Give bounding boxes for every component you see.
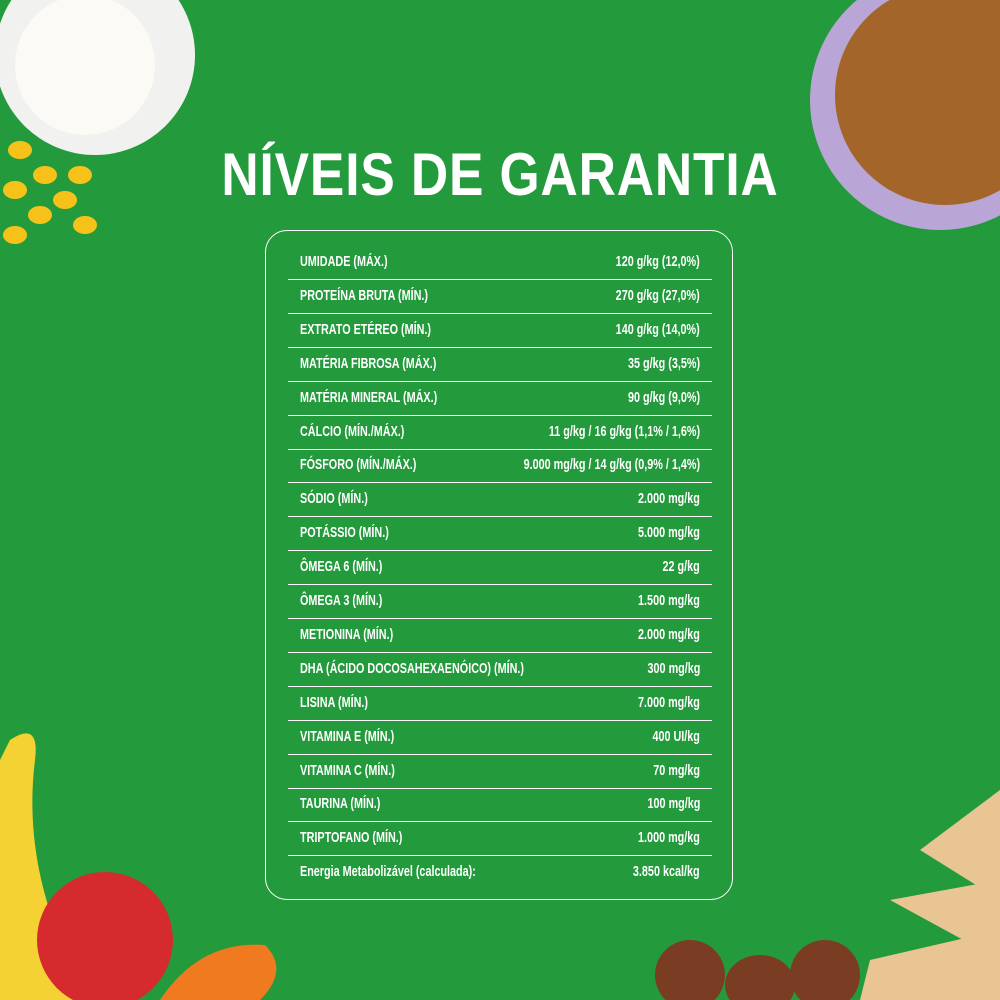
row-label: VITAMINA C (MÍN.) — [300, 761, 395, 779]
title: NÍVEIS DE GARANTIA — [221, 141, 779, 208]
table-row: DHA (ÁCIDO DOCOSAHEXAENÓICO) (MÍN.) 300 m… — [288, 652, 712, 687]
banana — [0, 733, 90, 1000]
row-value: 120 g/kg (12,0%) — [615, 253, 700, 270]
row-label: TRIPTOFANO (MÍN.) — [300, 829, 403, 847]
row-value: 7.000 mg/kg — [638, 693, 700, 711]
row-label: POTÁSSIO (MÍN.) — [300, 524, 389, 542]
row-value: 2.000 mg/kg — [638, 490, 700, 508]
table-row: MATÉRIA FIBROSA (MÁX.) 35 g/kg (3,5%) — [288, 347, 712, 382]
corn — [3, 141, 97, 244]
row-value: 70 mg/kg — [653, 761, 700, 779]
row-value: 100 mg/kg — [647, 795, 700, 813]
row-label: VITAMINA E (MÍN.) — [300, 727, 395, 745]
row-value: 140 g/kg (14,0%) — [615, 320, 700, 338]
row-label: MATÉRIA MINERAL (MÁX.) — [300, 388, 438, 406]
row-value: 1.000 mg/kg — [638, 829, 700, 847]
row-label: TAURINA (MÍN.) — [300, 795, 381, 813]
row-value: 90 g/kg (9,0%) — [627, 388, 700, 406]
table-row: PROTEÍNA BRUTA (MÍN.) 270 g/kg (27,0%) — [288, 279, 712, 314]
row-value: 270 g/kg (27,0%) — [615, 286, 700, 304]
row-label: CÁLCIO (MÍN./MÁX.) — [300, 422, 405, 440]
row-label: METIONINA (MÍN.) — [300, 625, 394, 643]
row-value: 5.000 mg/kg — [638, 524, 700, 542]
row-value: 22 g/kg — [662, 558, 700, 576]
row-label: Energia Metabolizável (calculada): — [300, 863, 476, 881]
table-row: ÔMEGA 3 (MÍN.) 1.500 mg/kg — [288, 584, 712, 619]
table-row: VITAMINA C (MÍN.) 70 mg/kg — [288, 754, 712, 789]
kibble — [835, 0, 1000, 205]
row-value: 400 UI/kg — [652, 727, 700, 745]
table-row: LISINA (MÍN.) 7.000 mg/kg — [288, 686, 712, 721]
table-row: CÁLCIO (MÍN./MÁX.) 11 g/kg / 16 g/kg (1,1… — [288, 415, 712, 450]
table-row: TAURINA (MÍN.) 100 mg/kg — [288, 787, 712, 823]
milk — [15, 0, 155, 135]
table-row: VITAMINA E (MÍN.) 400 UI/kg — [288, 720, 712, 755]
table-row: UMIDADE (MÁX.) 120 g/kg (12,0%) — [288, 245, 712, 280]
row-label: EXTRATO ETÉREO (MÍN.) — [300, 320, 432, 338]
carrot — [160, 944, 277, 1000]
row-value: 2.000 mg/kg — [638, 625, 700, 643]
meat — [655, 940, 860, 1000]
row-value: 3.850 kcal/kg — [633, 863, 700, 881]
row-value: 300 mg/kg — [647, 659, 700, 677]
row-value: 1.500 mg/kg — [638, 592, 700, 609]
row-label: ÔMEGA 6 (MÍN.) — [300, 558, 383, 576]
row-label: PROTEÍNA BRUTA (MÍN.) — [300, 286, 428, 304]
table-row: MATÉRIA MINERAL (MÁX.) 90 g/kg (9,0%) — [288, 381, 712, 416]
table-row: SÓDIO (MÍN.) 2.000 mg/kg — [288, 482, 712, 518]
row-value: 9.000 mg/kg / 14 g/kg (0,9% / 1,4%) — [523, 456, 700, 474]
row-label: MATÉRIA FIBROSA (MÁX.) — [300, 354, 437, 372]
row-value: 35 g/kg (3,5%) — [627, 354, 700, 372]
row-label: SÓDIO (MÍN.) — [300, 490, 368, 508]
apple — [37, 872, 173, 1000]
table-row: METIONINA (MÍN.) 2.000 mg/kg — [288, 618, 712, 653]
table-row: TRIPTOFANO (MÍN.) 1.000 mg/kg — [288, 821, 712, 857]
chicken — [860, 790, 1000, 1000]
table-row: POTÁSSIO (MÍN.) 5.000 mg/kg — [288, 516, 712, 552]
row-label: DHA (ÁCIDO DOCOSAHEXAENÓICO) (MÍN.) — [300, 659, 524, 677]
row-label: FÓSFORO (MÍN./MÁX.) — [300, 456, 417, 474]
table-row: FÓSFORO (MÍN./MÁX.) 9.000 mg/kg / 14 g/kg… — [288, 448, 712, 484]
table-row: Energia Metabolizável (calculada): 3.850 … — [288, 855, 712, 889]
table-row: ÔMEGA 6 (MÍN.) 22 g/kg — [288, 550, 712, 586]
row-label: LISINA (MÍN.) — [300, 693, 368, 711]
row-value: 11 g/kg / 16 g/kg (1,1% / 1,6%) — [548, 422, 700, 440]
table-row: EXTRATO ETÉREO (MÍN.) 140 g/kg (14,0%) — [288, 313, 712, 348]
table-frame — [265, 230, 733, 900]
row-label: ÔMEGA 3 (MÍN.) — [300, 592, 383, 609]
row-label: UMIDADE (MÁX.) — [300, 253, 388, 270]
